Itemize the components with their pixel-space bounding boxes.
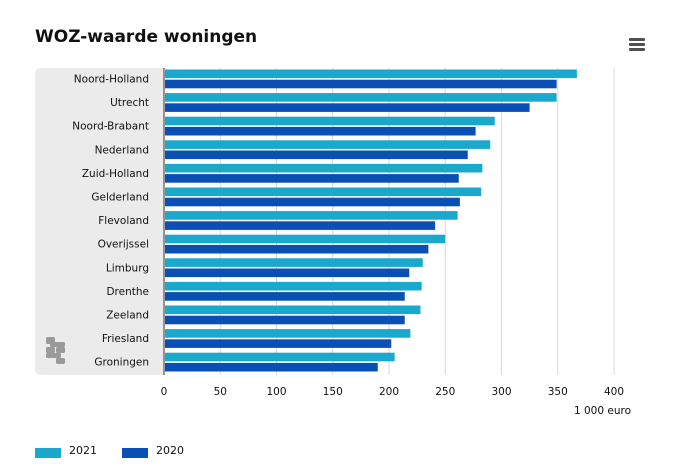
category-label: Noord-Holland: [74, 74, 149, 86]
bar-2020-nederland[interactable]: [165, 150, 468, 160]
category-label: Limburg: [106, 262, 149, 274]
category-label: Drenthe: [106, 286, 149, 298]
bar-2021-friesland[interactable]: [165, 329, 411, 338]
bar-2020-noord-brabant[interactable]: [165, 126, 476, 136]
bar-2020-overijssel[interactable]: [165, 244, 429, 254]
bar-2021-limburg[interactable]: [165, 258, 423, 267]
category-label: Friesland: [102, 333, 149, 345]
category-label: Utrecht: [110, 97, 149, 109]
category-label: Gelderland: [91, 192, 149, 204]
category-label: Flevoland: [98, 215, 149, 227]
x-tick-label: 50: [214, 386, 227, 398]
bar-2020-zuid-holland[interactable]: [165, 174, 459, 183]
x-tick-label: 250: [435, 386, 455, 398]
category-label: Noord-Brabant: [72, 121, 149, 133]
category-label: Nederland: [95, 144, 149, 156]
bar-2020-friesland[interactable]: [165, 339, 392, 348]
bar-2021-noord-brabant[interactable]: [165, 116, 495, 126]
bar-2020-gelderland[interactable]: [165, 197, 460, 207]
legend-swatch-2020: [122, 448, 148, 458]
bar-2021-zuid-holland[interactable]: [165, 163, 483, 173]
bar-2021-zeeland[interactable]: [165, 305, 421, 315]
bar-2021-flevoland[interactable]: [165, 211, 458, 220]
bar-2020-groningen[interactable]: [165, 362, 378, 372]
bar-chart: Noord-Holland Utrecht Noord-Brabant Nederla…: [35, 68, 631, 417]
x-tick-labels: 0 50 100 150 200 250 300 350 400: [161, 386, 624, 398]
chart-title: WOZ-waarde woningen: [35, 27, 258, 47]
category-label: Overijssel: [98, 239, 149, 251]
x-tick-label: 0: [161, 386, 168, 398]
x-tick-label: 200: [379, 386, 399, 398]
bar-2021-utrecht[interactable]: [165, 93, 557, 102]
bar-2021-gelderland[interactable]: [165, 187, 482, 197]
x-axis-unit-label: 1 000 euro: [574, 405, 631, 417]
plot-background: [35, 68, 164, 375]
legend-swatch-2021: [35, 448, 61, 458]
hamburger-menu-icon[interactable]: [626, 36, 646, 52]
legend-label-2020: 2020: [156, 444, 184, 457]
category-label: Zeeland: [106, 310, 149, 322]
x-tick-label: 100: [266, 386, 286, 398]
bar-2020-noord-holland[interactable]: [165, 79, 557, 89]
bar-2020-limburg[interactable]: [165, 268, 410, 278]
bar-2021-groningen[interactable]: [165, 352, 395, 362]
bar-2020-zeeland[interactable]: [165, 315, 405, 325]
cbs-logo: [46, 337, 65, 364]
bar-2020-utrecht[interactable]: [165, 103, 530, 112]
x-tick-label: 300: [491, 386, 511, 398]
bars: [165, 69, 577, 372]
category-label: Groningen: [94, 357, 149, 369]
bar-2021-nederland[interactable]: [165, 140, 491, 149]
bar-2021-noord-holland[interactable]: [165, 69, 577, 79]
bar-2020-flevoland[interactable]: [165, 221, 436, 230]
x-tick-label: 400: [604, 386, 624, 398]
x-tick-label: 150: [323, 386, 343, 398]
category-label: Zuid-Holland: [82, 168, 149, 180]
bar-2021-drenthe[interactable]: [165, 281, 422, 291]
legend-label-2021: 2021: [69, 444, 97, 457]
x-tick-label: 350: [548, 386, 568, 398]
bar-2020-drenthe[interactable]: [165, 292, 405, 301]
category-labels: Noord-Holland Utrecht Noord-Brabant Nederla…: [72, 74, 149, 369]
bar-2021-overijssel[interactable]: [165, 234, 446, 244]
